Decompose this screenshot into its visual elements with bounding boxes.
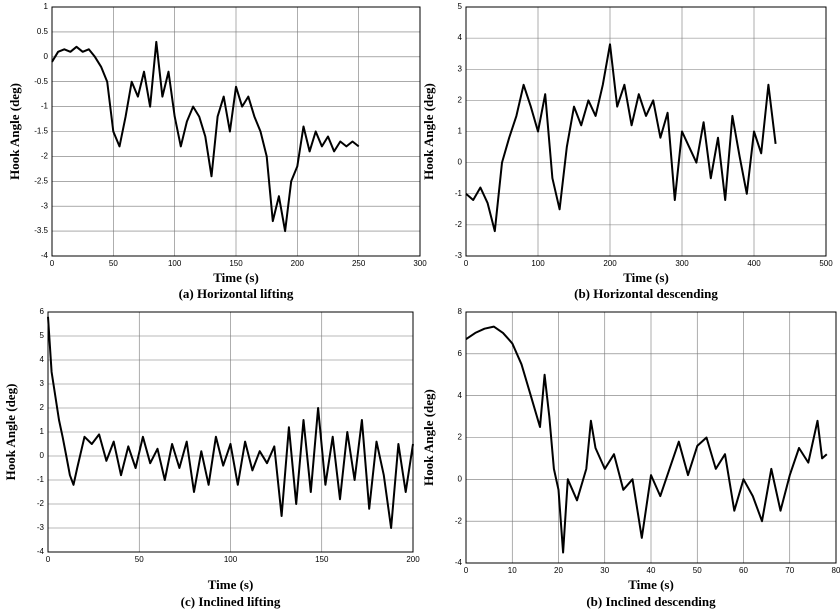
- x-axis-label: Time (s): [628, 577, 674, 592]
- y-tick-label: 2: [40, 403, 45, 412]
- y-tick-label: -3.5: [34, 226, 48, 235]
- x-tick-label: 60: [739, 566, 748, 575]
- x-tick-label: 500: [819, 259, 833, 268]
- y-tick-label: 0: [458, 474, 463, 483]
- y-tick-label: 1: [458, 127, 463, 136]
- x-tick-label: 100: [531, 259, 545, 268]
- caption: (a) Horizontal lifting: [179, 286, 294, 301]
- y-tick-label: 0: [458, 158, 463, 167]
- y-tick-label: -2: [41, 152, 49, 161]
- x-tick-label: 150: [229, 259, 243, 268]
- x-tick-label: 400: [747, 259, 761, 268]
- plot-frame: [51, 6, 421, 257]
- x-tick-label: 200: [291, 259, 305, 268]
- y-tick-label: 6: [40, 307, 45, 316]
- x-tick-label: 0: [50, 259, 55, 268]
- y-tick-label: -2: [455, 220, 463, 229]
- y-tick-label: -4: [37, 547, 45, 556]
- x-tick-label: 0: [46, 555, 51, 564]
- y-tick-label: -1: [41, 102, 49, 111]
- x-tick-label: 200: [603, 259, 617, 268]
- caption: (b) Inclined descending: [586, 594, 716, 609]
- x-tick-label: 0: [464, 566, 469, 575]
- y-tick-label: 1: [44, 2, 49, 11]
- x-tick-label: 10: [508, 566, 517, 575]
- y-tick-label: -2: [37, 499, 45, 508]
- x-tick-label: 50: [693, 566, 702, 575]
- data-line: [51, 40, 360, 233]
- y-tick-label: -3: [41, 201, 49, 210]
- data-line: [47, 316, 414, 529]
- y-tick-label: -4: [41, 251, 49, 260]
- y-tick-label: 2: [458, 433, 463, 442]
- y-tick-label: 2: [458, 95, 463, 104]
- y-tick-label: -3: [37, 523, 45, 532]
- x-tick-label: 250: [352, 259, 366, 268]
- y-tick-label: 5: [40, 331, 45, 340]
- y-tick-label: 3: [40, 379, 45, 388]
- y-tick-label: 6: [458, 349, 463, 358]
- x-tick-label: 100: [224, 555, 238, 564]
- y-axis-label: Hook Angle (deg): [421, 389, 436, 486]
- y-tick-label: -1.5: [34, 127, 48, 136]
- plot-frame: [465, 311, 837, 564]
- x-tick-label: 100: [168, 259, 182, 268]
- x-tick-label: 0: [464, 259, 469, 268]
- y-tick-label: 0.5: [37, 27, 49, 36]
- y-tick-label: 0: [44, 52, 49, 61]
- data-line: [465, 43, 777, 233]
- y-tick-label: 8: [458, 307, 463, 316]
- y-tick-label: -2: [455, 516, 463, 525]
- x-tick-label: 30: [600, 566, 609, 575]
- y-tick-label: -4: [455, 558, 463, 567]
- y-tick-label: -0.5: [34, 77, 48, 86]
- x-tick-label: 150: [315, 555, 329, 564]
- plot-frame: [47, 311, 414, 553]
- y-tick-label: 4: [40, 355, 45, 364]
- caption: (b) Horizontal descending: [574, 286, 718, 301]
- y-tick-label: 0: [40, 451, 45, 460]
- caption: (c) Inclined lifting: [181, 594, 281, 609]
- x-tick-label: 70: [785, 566, 794, 575]
- x-tick-label: 300: [675, 259, 689, 268]
- plot-frame: [465, 6, 827, 257]
- data-line: [465, 325, 828, 554]
- y-tick-label: 1: [40, 427, 45, 436]
- y-tick-label: -1: [455, 189, 463, 198]
- y-tick-label: 4: [458, 33, 463, 42]
- x-tick-label: 40: [647, 566, 656, 575]
- y-tick-label: -3: [455, 251, 463, 260]
- y-tick-label: 4: [458, 391, 463, 400]
- y-axis-label: Hook Angle (deg): [3, 384, 18, 481]
- y-tick-label: 3: [458, 64, 463, 73]
- x-tick-label: 80: [832, 566, 840, 575]
- y-axis-label: Hook Angle (deg): [421, 83, 436, 180]
- x-axis-label: Time (s): [213, 270, 259, 285]
- x-tick-label: 50: [135, 555, 144, 564]
- x-tick-label: 200: [406, 555, 420, 564]
- y-axis-label: Hook Angle (deg): [7, 83, 22, 180]
- x-axis-label: Time (s): [623, 270, 669, 285]
- y-tick-label: -2.5: [34, 176, 48, 185]
- y-tick-label: 5: [458, 2, 463, 11]
- x-tick-label: 20: [554, 566, 563, 575]
- y-tick-label: -1: [37, 475, 45, 484]
- x-tick-label: 50: [109, 259, 118, 268]
- x-axis-label: Time (s): [208, 577, 254, 592]
- x-tick-label: 300: [413, 259, 427, 268]
